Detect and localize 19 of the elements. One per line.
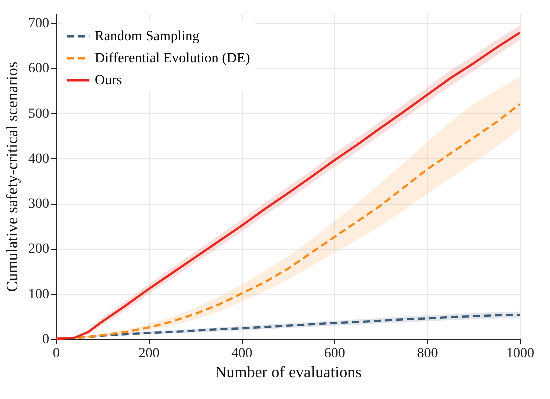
y-tick-label: 300 [28,197,50,212]
y-tick-label: 200 [28,242,50,258]
x-axis-title: Number of evaluations [215,364,362,382]
y-tick-label: 100 [28,287,50,302]
legend-label: Ours [95,74,122,88]
x-tick-label: 1000 [506,346,534,362]
y-tick-label: 0 [42,332,50,348]
legend-label: Differential Evolution (DE) [95,52,251,66]
y-tick-label: 500 [28,106,50,122]
legend-label: Random Sampling [95,30,200,44]
y-tick-label: 400 [28,152,50,167]
y-axis-title: Cumulative safety-critical scenarios [4,62,22,292]
x-tick-label: 400 [232,346,253,362]
x-tick-label: 0 [53,346,60,362]
x-tick-label: 200 [138,346,160,362]
x-tick-label: 600 [324,346,346,362]
x-tick-label: 800 [417,346,438,362]
y-tick-label: 600 [28,62,50,77]
y-tick-label: 700 [28,16,50,32]
